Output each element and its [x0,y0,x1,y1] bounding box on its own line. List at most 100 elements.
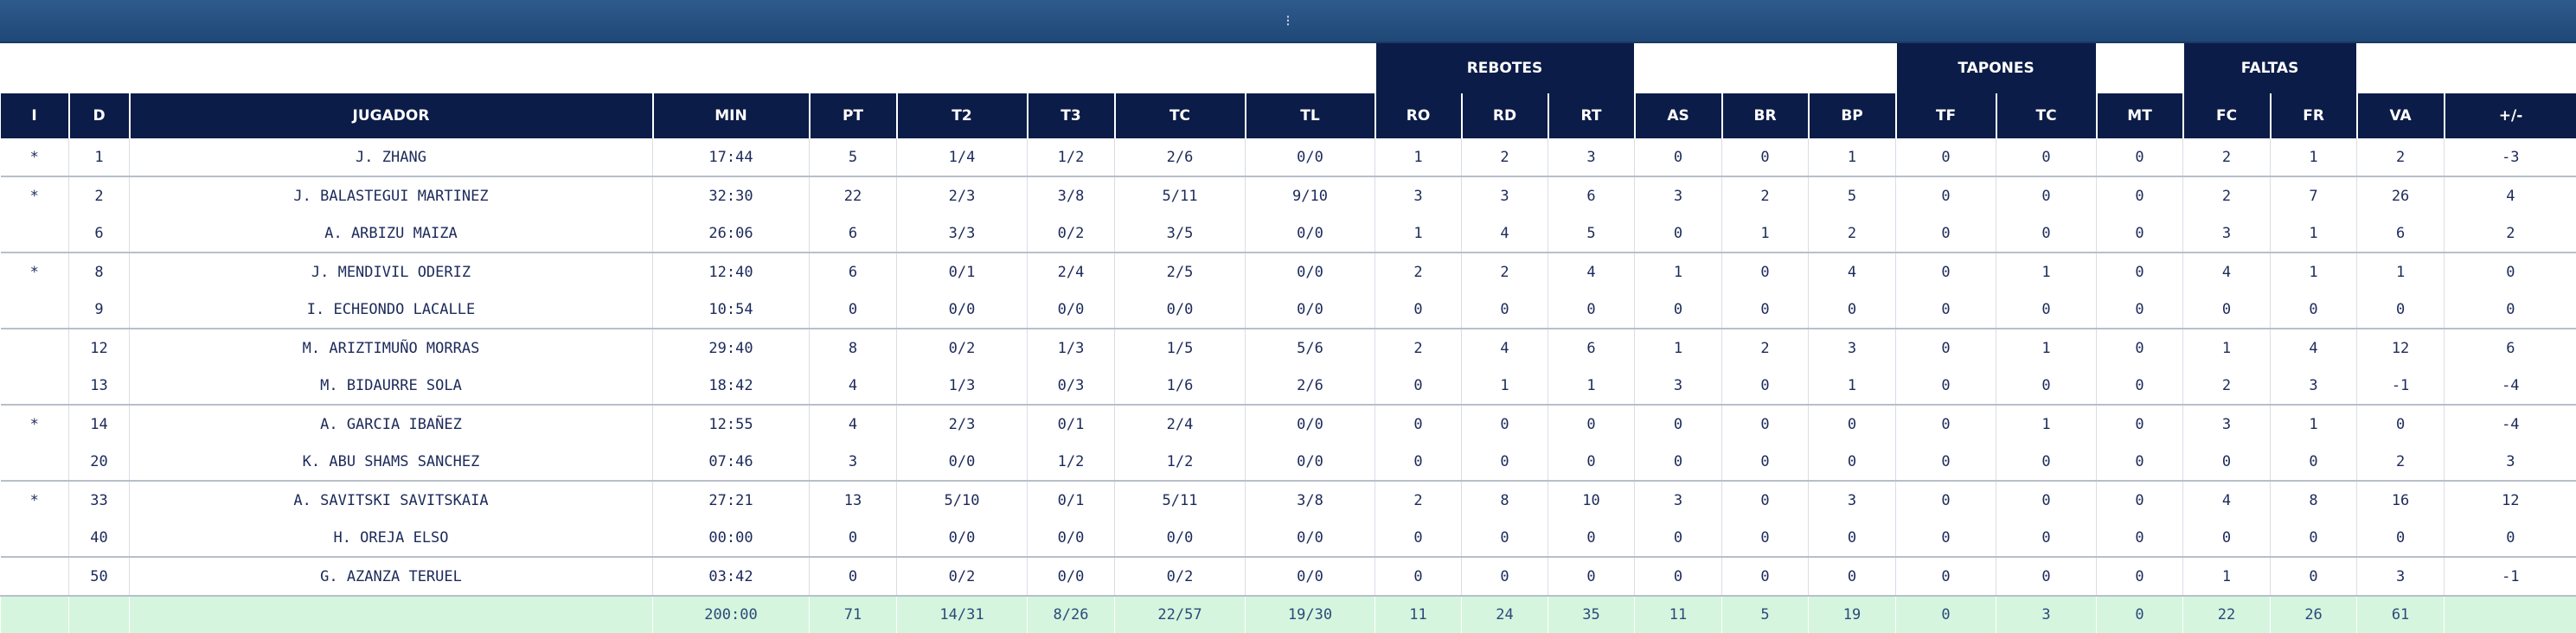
stat-cell: 16 [2357,481,2445,519]
stat-cell: 1/4 [897,138,1028,176]
stat-cell: 4 [2445,176,2576,214]
col-tl-header[interactable]: TL [1246,93,1375,138]
stat-cell: 1 [1996,329,2097,367]
stat-cell: 0 [2097,405,2183,443]
stat-cell: 0/0 [1028,519,1115,557]
stat-cell: 14 [69,405,130,443]
stat-cell: 0 [1722,367,1809,405]
col-tc-tapones-header[interactable]: TC [1996,93,2097,138]
player-name-cell[interactable]: I. ECHEONDO LACALLE [130,291,653,329]
player-name-cell[interactable]: A. GARCIA IBAÑEZ [130,405,653,443]
stat-cell: 0 [1722,443,1809,481]
stat-cell: 2 [69,176,130,214]
total-cell: 8/26 [1028,596,1115,633]
stat-cell: 6 [69,214,130,253]
stat-cell: 3 [1635,481,1722,519]
stat-cell: 0 [2271,291,2357,329]
stat-cell: 8 [810,329,897,367]
col-d-header[interactable]: D [69,93,130,138]
col-mt-header[interactable]: MT [2097,93,2183,138]
player-name-cell[interactable]: M. BIDAURRE SOLA [130,367,653,405]
stat-cell: 2 [1462,138,1548,176]
col-rt-header[interactable]: RT [1548,93,1635,138]
player-name-cell[interactable]: A. ARBIZU MAIZA [130,214,653,253]
stat-cell: 0 [1462,443,1548,481]
col-min-header[interactable]: MIN [653,93,810,138]
stat-cell: 2/5 [1115,253,1246,291]
stat-cell: 3/5 [1115,214,1246,253]
player-name-cell[interactable]: K. ABU SHAMS SANCHEZ [130,443,653,481]
stat-cell: 0 [1896,443,1996,481]
col-plus-minus-header[interactable]: +/- [2445,93,2576,138]
col-br-header[interactable]: BR [1722,93,1809,138]
stat-cell: 0/0 [1246,138,1375,176]
stat-cell [1,367,69,405]
stat-cell: 50 [69,557,130,596]
player-name-cell[interactable]: J. BALASTEGUI MARTINEZ [130,176,653,214]
stat-cell: 0 [1996,481,2097,519]
col-fr-header[interactable]: FR [2271,93,2357,138]
col-t2-header[interactable]: T2 [897,93,1028,138]
col-as-header[interactable]: AS [1635,93,1722,138]
col-pt-header[interactable]: PT [810,93,897,138]
player-name-cell[interactable]: A. SAVITSKI SAVITSKAIA [130,481,653,519]
col-rd-header[interactable]: RD [1462,93,1548,138]
stat-cell: 0/1 [897,253,1028,291]
stat-cell: 0 [810,291,897,329]
stat-cell: 0 [1896,291,1996,329]
stat-cell: 0/0 [1028,557,1115,596]
player-name-cell[interactable]: J. ZHANG [130,138,653,176]
stat-cell: 0 [1896,329,1996,367]
col-ro-header[interactable]: RO [1375,93,1462,138]
col-bp-header[interactable]: BP [1809,93,1896,138]
stat-cell: 0/0 [1246,519,1375,557]
stat-cell: 2 [1375,481,1462,519]
stat-cell: 0 [2183,291,2271,329]
stat-cell: 2/4 [1028,253,1115,291]
player-name-cell[interactable]: J. MENDIVIL ODERIZ [130,253,653,291]
stat-cell: 2 [1722,329,1809,367]
stat-cell: 0 [1635,405,1722,443]
stat-cell: 0 [1809,291,1896,329]
stat-cell: 12 [2445,481,2576,519]
stat-cell: -4 [2445,405,2576,443]
total-cell: 200:00 [653,596,810,633]
stat-cell: 0 [1896,138,1996,176]
stat-cell: 0 [1996,176,2097,214]
player-name-cell[interactable]: M. ARIZTIMUÑO MORRAS [130,329,653,367]
stat-cell: 0 [1896,557,1996,596]
total-cell: 22/57 [1115,596,1246,633]
col-t3-header[interactable]: T3 [1028,93,1115,138]
stat-cell: 2 [2445,214,2576,253]
stat-cell: 00:00 [653,519,810,557]
stat-cell: 0/0 [897,519,1028,557]
stat-cell: 3 [1462,176,1548,214]
stat-cell: 0/1 [1028,481,1115,519]
stat-cell: * [1,138,69,176]
stat-cell: 0 [2097,138,2183,176]
stat-cell: 1 [2183,557,2271,596]
col-tf-header[interactable]: TF [1896,93,1996,138]
stat-cell: 0 [810,557,897,596]
stat-cell: 6 [1548,176,1635,214]
col-tc-header[interactable]: TC [1115,93,1246,138]
player-name-cell[interactable]: G. AZANZA TERUEL [130,557,653,596]
player-name-cell[interactable]: H. OREJA ELSO [130,519,653,557]
column-group-row: REBOTES TAPONES FALTAS [1,43,2576,93]
col-i-header[interactable]: I [1,93,69,138]
stat-cell: 0 [1375,443,1462,481]
stat-cell: 0 [2097,176,2183,214]
stat-cell: 3 [2183,405,2271,443]
stat-cell: 0 [2271,519,2357,557]
col-jugador-header[interactable]: JUGADOR [130,93,653,138]
stat-cell: 0 [810,519,897,557]
stat-cell: 0 [1375,557,1462,596]
col-fc-header[interactable]: FC [2183,93,2271,138]
stat-cell: 1/5 [1115,329,1246,367]
stat-cell: 0 [1809,405,1896,443]
col-va-header[interactable]: VA [2357,93,2445,138]
stat-cell: 0/2 [897,329,1028,367]
